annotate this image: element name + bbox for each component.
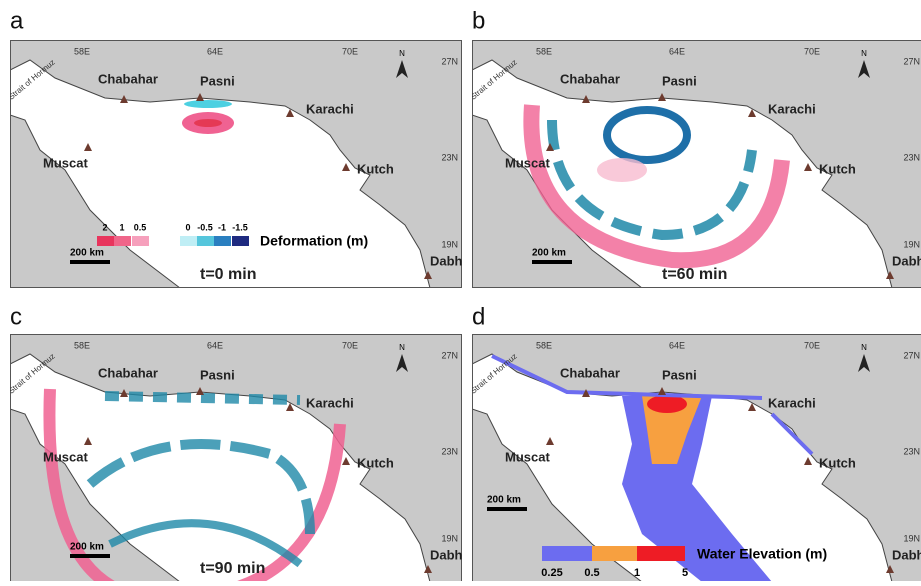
city-label: Chabahar: [98, 365, 158, 380]
panel-label: d: [472, 303, 485, 330]
legend-swatch: [542, 546, 592, 561]
wave-peak: [597, 158, 647, 182]
city-label: Kutch: [357, 455, 394, 470]
lon-tick: 70E: [342, 46, 358, 56]
legend-swatch: [114, 236, 131, 246]
legend-tick: 1: [634, 567, 640, 579]
lat-tick: 23N: [903, 152, 920, 162]
legend-swatch: [232, 236, 249, 246]
legend-tick: 0.5: [134, 222, 147, 232]
north-label: N: [861, 49, 867, 58]
legend-tick: 0: [185, 222, 190, 232]
city-label: Karachi: [306, 101, 354, 116]
city-label: Chabahar: [560, 365, 620, 380]
legend-tick: -1: [218, 222, 226, 232]
city-label: Karachi: [768, 395, 816, 410]
north-label: N: [399, 343, 405, 352]
city-label: Chabahar: [560, 71, 620, 86]
legend-swatch: [214, 236, 231, 246]
lon-tick: 64E: [207, 340, 223, 350]
uplift-core: [194, 119, 222, 127]
lat-tick: 19N: [441, 239, 458, 249]
legend-swatch: [197, 236, 214, 246]
legend-swatch: [180, 236, 197, 246]
lon-tick: 58E: [74, 340, 90, 350]
panel-label: c: [10, 303, 22, 330]
legend-tick: 0.25: [541, 567, 562, 579]
lat-tick: 23N: [441, 446, 458, 456]
scale-label: 200 km: [487, 495, 521, 506]
city-label: Muscat: [43, 155, 88, 170]
city-label: Pasni: [662, 367, 697, 382]
city-label: Muscat: [505, 449, 550, 464]
city-label: Kutch: [357, 161, 394, 176]
city-label: Kutch: [819, 455, 856, 470]
city-label: Karachi: [306, 395, 354, 410]
scale-bar: [70, 554, 110, 558]
lon-tick: 58E: [74, 46, 90, 56]
scale-label: 200 km: [532, 248, 566, 259]
legend-title: Water Elevation (m): [697, 546, 827, 562]
time-label: t=90 min: [200, 560, 265, 577]
lat-tick: 23N: [441, 152, 458, 162]
legend-swatch: [97, 236, 114, 246]
lon-tick: 64E: [669, 340, 685, 350]
city-label: Dabhul: [430, 253, 474, 268]
city-label: Karachi: [768, 101, 816, 116]
lon-tick: 70E: [804, 46, 820, 56]
lat-tick: 27N: [903, 350, 920, 360]
legend-tick: 2: [102, 222, 107, 232]
city-label: Muscat: [505, 155, 550, 170]
legend-tick: 5: [682, 567, 688, 579]
legend-tick: -1.5: [232, 222, 248, 232]
scale-bar: [487, 507, 527, 511]
scale-label: 200 km: [70, 248, 104, 259]
subsidence: [184, 100, 232, 108]
figure: a58E64E70E27N23N19NNStrait of HormuzChab…: [0, 0, 921, 581]
city-label: Pasni: [200, 73, 235, 88]
scale-bar: [70, 260, 110, 264]
legend-title: Deformation (m): [260, 233, 368, 249]
lat-tick: 27N: [903, 56, 920, 66]
lat-tick: 27N: [441, 56, 458, 66]
city-label: Kutch: [819, 161, 856, 176]
scale-label: 200 km: [70, 542, 104, 553]
city-label: Pasni: [200, 367, 235, 382]
lat-tick: 19N: [903, 533, 920, 543]
time-label: t=60 min: [662, 266, 727, 283]
scale-bar: [532, 260, 572, 264]
north-label: N: [861, 343, 867, 352]
lon-tick: 64E: [207, 46, 223, 56]
legend-swatch: [637, 546, 685, 561]
lat-tick: 23N: [903, 446, 920, 456]
legend-tick: 0.5: [584, 567, 599, 579]
lat-tick: 27N: [441, 350, 458, 360]
lon-tick: 64E: [669, 46, 685, 56]
city-label: Chabahar: [98, 71, 158, 86]
legend-tick: -0.5: [197, 222, 213, 232]
city-label: Dabhul: [430, 547, 474, 562]
legend-tick: 1: [119, 222, 124, 232]
lon-tick: 58E: [536, 340, 552, 350]
elev-high: [647, 395, 687, 413]
city-label: Pasni: [662, 73, 697, 88]
lon-tick: 70E: [804, 340, 820, 350]
lon-tick: 70E: [342, 340, 358, 350]
panel-label: a: [10, 7, 24, 34]
lat-tick: 19N: [441, 533, 458, 543]
legend-swatch: [132, 236, 149, 246]
north-label: N: [399, 49, 405, 58]
panel-label: b: [472, 7, 485, 34]
legend-swatch: [592, 546, 637, 561]
time-label: t=0 min: [200, 266, 256, 283]
city-label: Dabhul: [892, 547, 921, 562]
city-label: Muscat: [43, 449, 88, 464]
city-label: Dabhul: [892, 253, 921, 268]
lon-tick: 58E: [536, 46, 552, 56]
lat-tick: 19N: [903, 239, 920, 249]
